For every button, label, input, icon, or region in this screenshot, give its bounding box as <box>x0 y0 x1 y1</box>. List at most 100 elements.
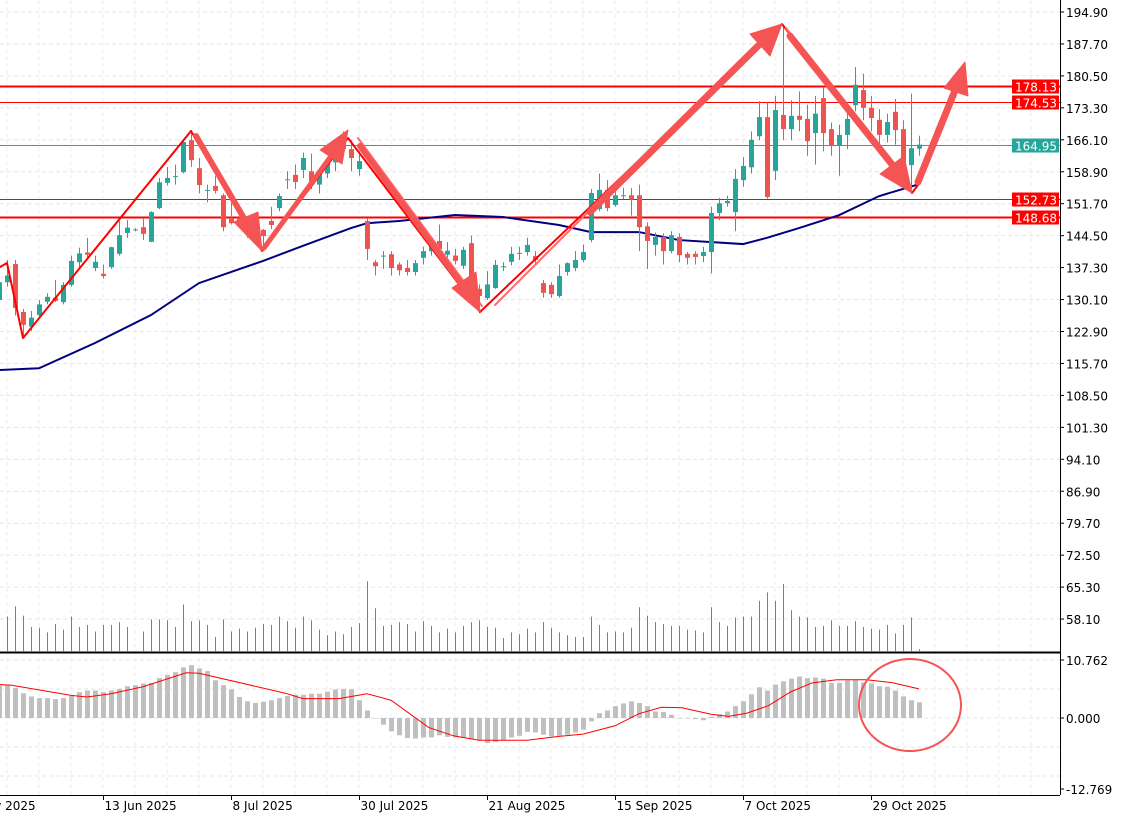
candle-up <box>725 201 730 204</box>
arrow-down-1[interactable] <box>193 133 263 252</box>
candle-down <box>781 114 786 130</box>
candle-down <box>221 195 226 228</box>
level-label-bg <box>1012 79 1059 94</box>
date-tick-label: 29 Oct 2025 <box>873 799 947 813</box>
date-tick-label: 15 Sep 2025 <box>617 799 693 813</box>
date-tick-label: 21 Aug 2025 <box>489 799 566 813</box>
candle-down <box>677 236 682 256</box>
candle-up <box>173 176 178 178</box>
macd-histogram-bar <box>781 681 786 718</box>
candle-down <box>645 226 650 241</box>
macd-histogram-bar <box>101 692 106 718</box>
macd-histogram-bar <box>629 701 634 718</box>
price-tick-label: 101.30 <box>1066 421 1108 435</box>
macd-histogram-bar <box>805 678 810 718</box>
candle-down <box>877 119 882 135</box>
macd-histogram-bar <box>173 672 178 718</box>
candle-down <box>637 195 642 228</box>
candle-up <box>133 229 138 231</box>
macd-histogram-bar <box>701 718 706 721</box>
macd-histogram-bar <box>765 690 770 718</box>
date-tick-label: 30 Jul 2025 <box>361 799 429 813</box>
candle-up <box>317 173 322 185</box>
candle-up <box>381 255 386 257</box>
ma-line <box>0 183 920 372</box>
macd-histogram-bar <box>693 718 698 720</box>
macd-histogram-bar <box>381 718 386 725</box>
annotations[interactable] <box>0 23 969 752</box>
macd-histogram-bar <box>733 706 738 718</box>
candle-down <box>85 252 90 255</box>
arrow-down-2[interactable] <box>357 143 481 313</box>
candle-up <box>581 252 586 261</box>
macd-histogram-bar <box>757 687 762 718</box>
macd-histogram-bar <box>93 690 98 718</box>
price-tick-label: 65.30 <box>1066 581 1100 595</box>
candle-down <box>293 174 298 182</box>
macd-histogram-bar <box>813 677 818 718</box>
time-axis[interactable]: May 2025 13 Jun 2025 8 Jul 2025 30 Jul 2025… <box>0 795 947 813</box>
candle-up <box>709 212 714 253</box>
macd-histogram-bar <box>229 689 234 718</box>
candle-up <box>589 193 594 241</box>
macd-histogram-bar <box>149 682 154 718</box>
macd-histogram-bar <box>85 690 90 718</box>
arrow-up-2[interactable] <box>586 23 783 216</box>
macd-histogram-bar <box>109 690 114 718</box>
macd-histogram-bar <box>437 718 442 736</box>
macd-histogram-bar <box>717 714 722 718</box>
candle-up <box>461 249 466 266</box>
grid <box>0 0 1060 795</box>
candle-up <box>205 189 210 191</box>
candle-down <box>269 220 274 225</box>
candle-up <box>165 177 170 183</box>
macd-histogram-bar <box>21 693 26 718</box>
candle-up <box>117 235 122 254</box>
macd-histogram-bar <box>741 701 746 718</box>
date-tick-label: May 2025 <box>0 799 36 813</box>
macd-axis[interactable]: 10.762 0.000 -12.769 <box>1060 654 1112 797</box>
candle-up <box>917 144 922 149</box>
candle-up <box>69 260 74 285</box>
candle-up <box>29 317 34 327</box>
candle-up <box>325 162 330 174</box>
macd-histogram-bar <box>477 718 482 741</box>
candle-up <box>845 118 850 135</box>
candle-up <box>77 253 82 263</box>
macd-histogram-bar <box>541 718 546 735</box>
price-tick-label: 144.50 <box>1066 230 1108 244</box>
macd-histogram-bar <box>125 686 130 718</box>
arrow-up-1[interactable] <box>261 129 349 251</box>
candle-up <box>565 263 570 273</box>
macd-histogram-bar <box>309 693 314 718</box>
macd-histogram-bar <box>389 718 394 732</box>
candle-up <box>525 244 530 253</box>
price-axis[interactable]: 194.90 187.70 180.50 173.30 166.10 158.90 151.… <box>1060 6 1108 627</box>
arrow-down-3[interactable] <box>786 32 913 194</box>
macd-tick-label: 0.000 <box>1066 712 1100 726</box>
price-tick-label: 137.30 <box>1066 262 1108 276</box>
candle-down <box>349 149 354 158</box>
candle-up <box>701 252 706 257</box>
macd-histogram-bar <box>893 690 898 718</box>
candle-up <box>413 263 418 273</box>
macd-histogram-bar <box>325 691 330 718</box>
level-label: 148.68 <box>1015 212 1057 226</box>
moving-average <box>0 183 920 372</box>
macd-histogram-bar <box>205 671 210 718</box>
macd-histogram-bar <box>589 718 594 722</box>
macd-histogram-bar <box>485 718 490 744</box>
level-label: 152.73 <box>1015 194 1057 208</box>
macd-histogram-bar <box>685 718 690 719</box>
highlight-circle[interactable] <box>858 658 962 752</box>
candle-down <box>869 107 874 119</box>
parallel-line[interactable] <box>357 137 483 307</box>
candle-up <box>789 115 794 130</box>
candle-down <box>541 283 546 293</box>
candle-up <box>93 261 98 269</box>
candle-up <box>45 296 50 302</box>
arrow-up-3[interactable] <box>914 61 969 186</box>
candle-up <box>741 165 746 181</box>
candle-up <box>813 113 818 134</box>
